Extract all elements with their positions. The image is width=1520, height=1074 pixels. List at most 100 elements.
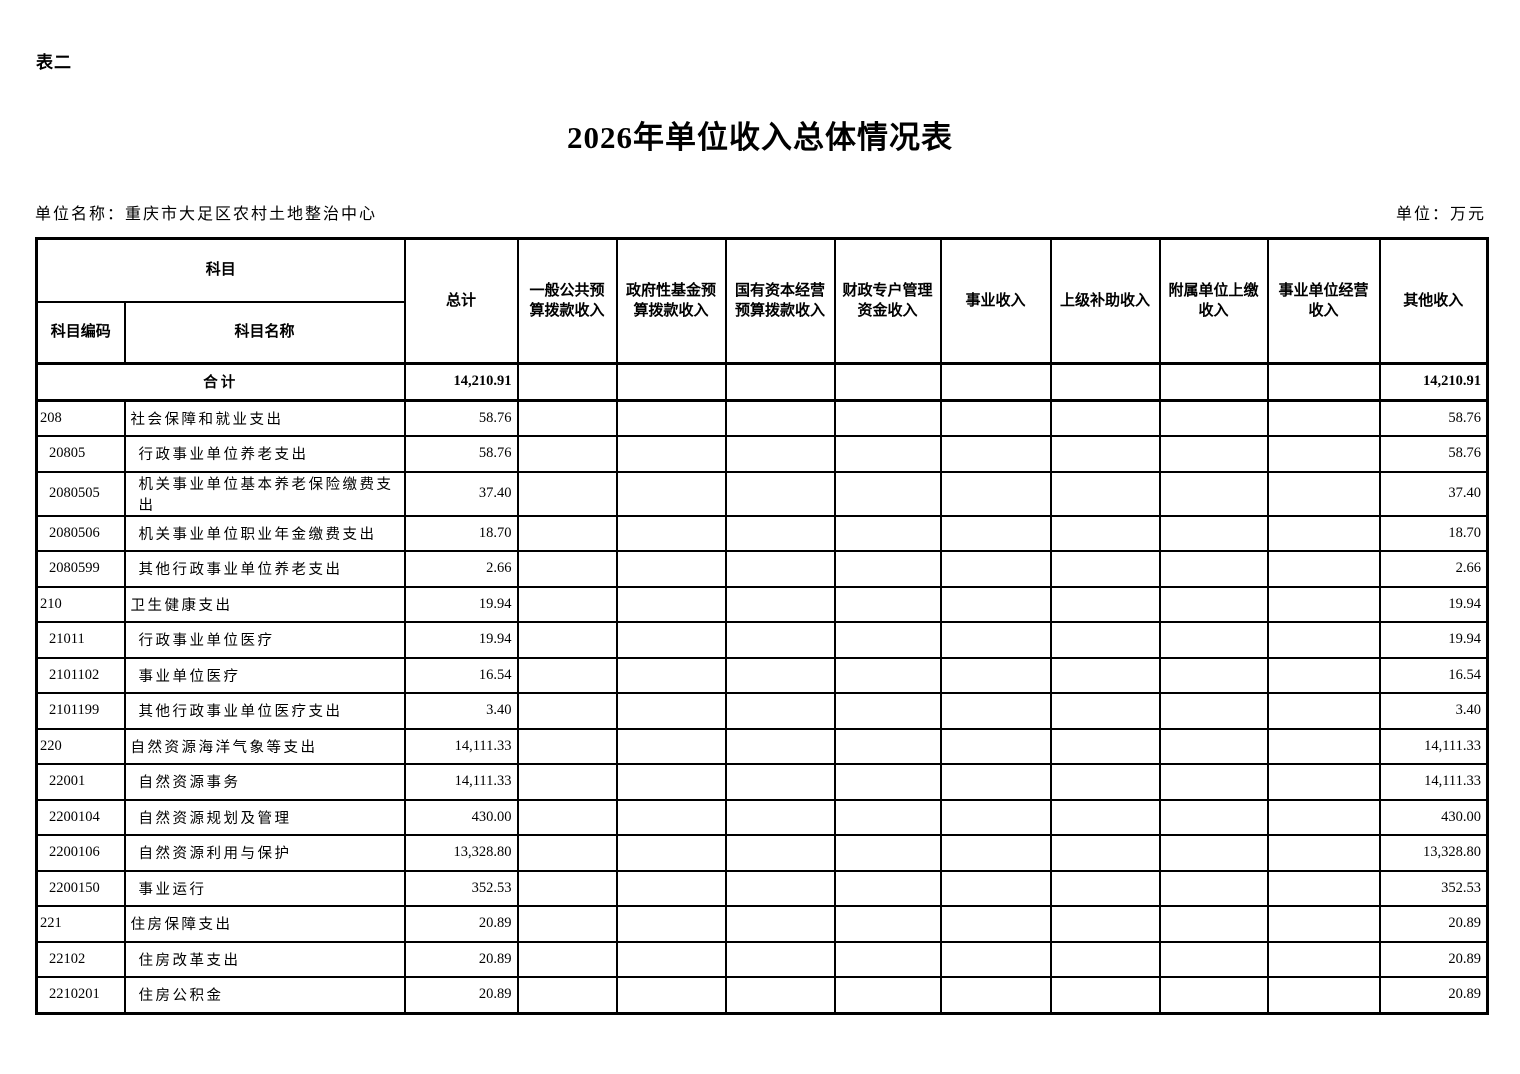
cell-empty [833,727,942,765]
cell-total: 430.00 [403,798,519,836]
cell-empty [939,514,1052,552]
header-subject: 科目 [35,237,406,303]
cell-name: 事业单位医疗 [123,656,406,694]
table-row: 2210201 住房公积金 20.89 20.89 [35,976,1489,1014]
cell-empty [939,585,1052,623]
cell-code: 2101199 [35,692,126,730]
cell-name: 行政事业单位医疗 [123,621,406,659]
cell-empty [724,621,836,659]
cell-other-income: 16.54 [1378,656,1489,694]
cell-empty [1158,692,1269,730]
cell-empty [939,621,1052,659]
cell-empty [939,905,1052,943]
cell-name: 机关事业单位职业年金缴费支出 [123,514,406,552]
cell-empty [1266,514,1381,552]
cell-empty [1158,435,1269,473]
cell-empty [1158,362,1269,402]
unit-name-value: 重庆市大足区农村土地整治中心 [125,206,378,223]
cell-empty [516,976,618,1014]
cell-empty [516,763,618,801]
cell-total: 16.54 [403,656,519,694]
table-label: 表二 [36,53,72,72]
cell-empty [516,435,618,473]
cell-empty [1266,621,1381,659]
cell-empty [724,940,836,978]
cell-empty [939,470,1052,517]
cell-other-income: 18.70 [1378,514,1489,552]
cell-empty [724,834,836,872]
cell-empty [1158,621,1269,659]
cell-total: 19.94 [403,585,519,623]
cell-empty [615,905,727,943]
cell-other-income: 14,210.91 [1378,362,1489,402]
cell-empty [516,550,618,588]
cell-empty [615,798,727,836]
cell-empty [939,869,1052,907]
cell-empty [516,585,618,623]
cell-empty [1049,435,1161,473]
table-row: 208 社会保障和就业支出 58.76 58.76 [35,399,1489,437]
cell-empty [1266,763,1381,801]
table-row: 21011 行政事业单位医疗 19.94 19.94 [35,621,1489,659]
cell-name: 自然资源规划及管理 [123,798,406,836]
cell-empty [833,550,942,588]
cell-empty [724,763,836,801]
cell-other-income: 20.89 [1378,940,1489,978]
cell-code: 2200104 [35,798,126,836]
cell-empty [1158,940,1269,978]
cell-code: 2200150 [35,869,126,907]
cell-empty [1266,656,1381,694]
cell-empty [724,692,836,730]
table-row: 2101102 事业单位医疗 16.54 16.54 [35,656,1489,694]
cell-total: 19.94 [403,621,519,659]
cell-empty [1158,798,1269,836]
cell-empty [833,656,942,694]
cell-other-income: 58.76 [1378,435,1489,473]
cell-code: 2210201 [35,976,126,1014]
cell-total: 2.66 [403,550,519,588]
header-row-1: 科目 总计 一般公共预 算拨款收入 政府性基金预 算拨款收入 国有资本经营 预算… [35,237,1489,365]
cell-empty [1266,362,1381,402]
cell-empty [615,470,727,517]
cell-name: 社会保障和就业支出 [123,399,406,437]
cell-other-income: 58.76 [1378,399,1489,437]
cell-other-income: 3.40 [1378,692,1489,730]
cell-code: 22102 [35,940,126,978]
cell-name: 卫生健康支出 [123,585,406,623]
cell-empty [939,362,1052,402]
page-title: 2026年单位收入总体情况表 [567,120,953,155]
cell-empty [516,621,618,659]
header-col-operating-income: 事业单位经营 收入 [1266,237,1381,365]
cell-empty [939,727,1052,765]
cell-empty [615,585,727,623]
cell-empty [1266,435,1381,473]
cell-code: 210 [35,585,126,623]
cell-code: 208 [35,399,126,437]
cell-empty [516,514,618,552]
cell-empty [833,585,942,623]
cell-empty [833,435,942,473]
cell-empty [1049,656,1161,694]
table-row: 2200106 自然资源利用与保护 13,328.80 13,328.80 [35,834,1489,872]
cell-empty [833,692,942,730]
cell-empty [615,514,727,552]
unit-name-line: 单位名称：重庆市大足区农村土地整治中心 [35,200,377,224]
cell-empty [516,399,618,437]
table-row: 20805 行政事业单位养老支出 58.76 58.76 [35,435,1489,473]
cell-empty [516,940,618,978]
cell-empty [516,798,618,836]
cell-empty [1158,585,1269,623]
cell-empty [615,976,727,1014]
cell-empty [1049,550,1161,588]
table-row: 2080599 其他行政事业单位养老支出 2.66 2.66 [35,550,1489,588]
cell-empty [1049,869,1161,907]
cell-empty [833,798,942,836]
cell-empty [1158,550,1269,588]
cell-other-income: 2.66 [1378,550,1489,588]
cell-empty [1266,798,1381,836]
table-row: 2101199 其他行政事业单位医疗支出 3.40 3.40 [35,692,1489,730]
cell-empty [615,399,727,437]
cell-total: 14,111.33 [403,727,519,765]
cell-name: 事业运行 [123,869,406,907]
